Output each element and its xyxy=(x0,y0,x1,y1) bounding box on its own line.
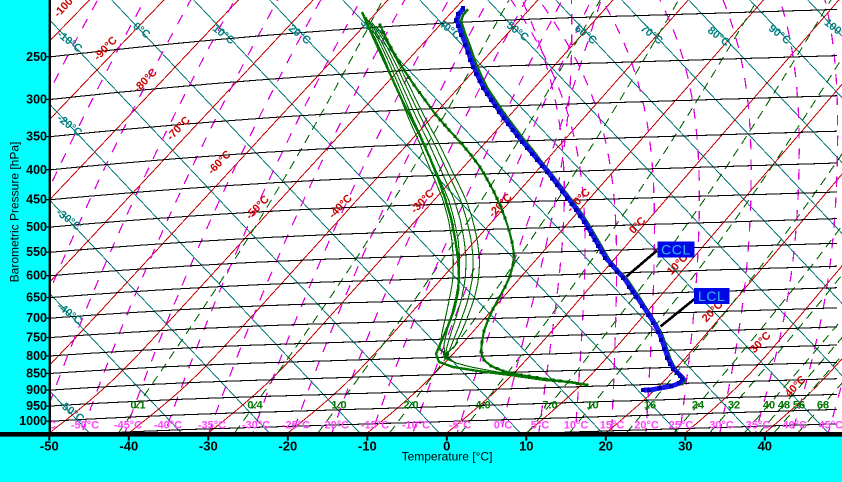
svg-text:40°C: 40°C xyxy=(782,420,807,432)
svg-text:20: 20 xyxy=(599,439,613,454)
svg-text:600: 600 xyxy=(26,269,47,283)
svg-text:850: 850 xyxy=(26,366,47,380)
svg-text:500: 500 xyxy=(26,220,47,234)
svg-text:-30°C: -30°C xyxy=(242,420,270,432)
svg-text:650: 650 xyxy=(26,291,47,305)
svg-text:LCL: LCL xyxy=(698,288,725,304)
svg-text:24: 24 xyxy=(692,400,705,412)
svg-text:550: 550 xyxy=(26,245,47,259)
svg-text:350: 350 xyxy=(26,130,47,144)
svg-text:800: 800 xyxy=(26,349,47,363)
svg-text:0.1: 0.1 xyxy=(130,400,145,412)
svg-text:CCL: CCL xyxy=(661,242,691,258)
svg-text:56: 56 xyxy=(793,400,805,412)
svg-text:10°C: 10°C xyxy=(564,420,589,432)
svg-text:30: 30 xyxy=(678,439,692,454)
svg-text:-5°C: -5°C xyxy=(449,420,471,432)
svg-text:30°C: 30°C xyxy=(709,420,734,432)
svg-text:-10: -10 xyxy=(358,439,377,454)
svg-text:40: 40 xyxy=(758,439,772,454)
svg-text:7.0: 7.0 xyxy=(542,400,557,412)
svg-text:400: 400 xyxy=(26,163,47,177)
svg-text:0.4: 0.4 xyxy=(247,400,263,412)
svg-text:950: 950 xyxy=(26,399,47,413)
svg-text:750: 750 xyxy=(26,331,47,345)
svg-text:-40°C: -40°C xyxy=(154,420,182,432)
svg-text:0°C: 0°C xyxy=(494,420,513,432)
svg-text:40: 40 xyxy=(763,400,775,412)
svg-text:-45°C: -45°C xyxy=(114,420,142,432)
svg-text:-15°C: -15°C xyxy=(361,420,389,432)
svg-text:450: 450 xyxy=(26,193,47,207)
svg-text:-20: -20 xyxy=(278,439,297,454)
svg-text:4.0: 4.0 xyxy=(475,400,490,412)
svg-text:32: 32 xyxy=(728,400,740,412)
svg-text:-40: -40 xyxy=(119,439,138,454)
svg-text:-20°C: -20°C xyxy=(321,420,349,432)
svg-text:-50°C: -50°C xyxy=(71,420,99,432)
svg-text:20°C: 20°C xyxy=(634,420,659,432)
svg-text:35°C: 35°C xyxy=(746,420,771,432)
svg-text:-55°C: -55°C xyxy=(28,420,56,432)
svg-text:5°C: 5°C xyxy=(531,420,550,432)
svg-text:-10°C: -10°C xyxy=(402,420,430,432)
svg-text:Barometric Pressure [hPa]: Barometric Pressure [hPa] xyxy=(8,142,22,283)
svg-text:-25°C: -25°C xyxy=(282,420,310,432)
svg-text:16: 16 xyxy=(644,400,656,412)
svg-text:Temperature [°C]: Temperature [°C] xyxy=(402,450,493,464)
svg-text:0: 0 xyxy=(443,439,450,454)
svg-text:-30: -30 xyxy=(199,439,218,454)
svg-text:700: 700 xyxy=(26,311,47,325)
svg-text:900: 900 xyxy=(26,383,47,397)
svg-text:250: 250 xyxy=(26,50,47,64)
svg-text:300: 300 xyxy=(26,92,47,106)
svg-text:48: 48 xyxy=(778,400,790,412)
svg-text:10: 10 xyxy=(586,400,598,412)
svg-text:-50: -50 xyxy=(40,439,59,454)
svg-text:25°C: 25°C xyxy=(669,420,694,432)
svg-text:1.0: 1.0 xyxy=(331,400,346,412)
svg-text:10: 10 xyxy=(519,439,533,454)
svg-text:1000: 1000 xyxy=(19,414,47,428)
svg-text:68: 68 xyxy=(817,400,829,412)
svg-text:45°C: 45°C xyxy=(819,420,842,432)
svg-text:-35°C: -35°C xyxy=(198,420,226,432)
svg-text:15°C: 15°C xyxy=(600,420,625,432)
svg-text:2.0: 2.0 xyxy=(403,400,418,412)
